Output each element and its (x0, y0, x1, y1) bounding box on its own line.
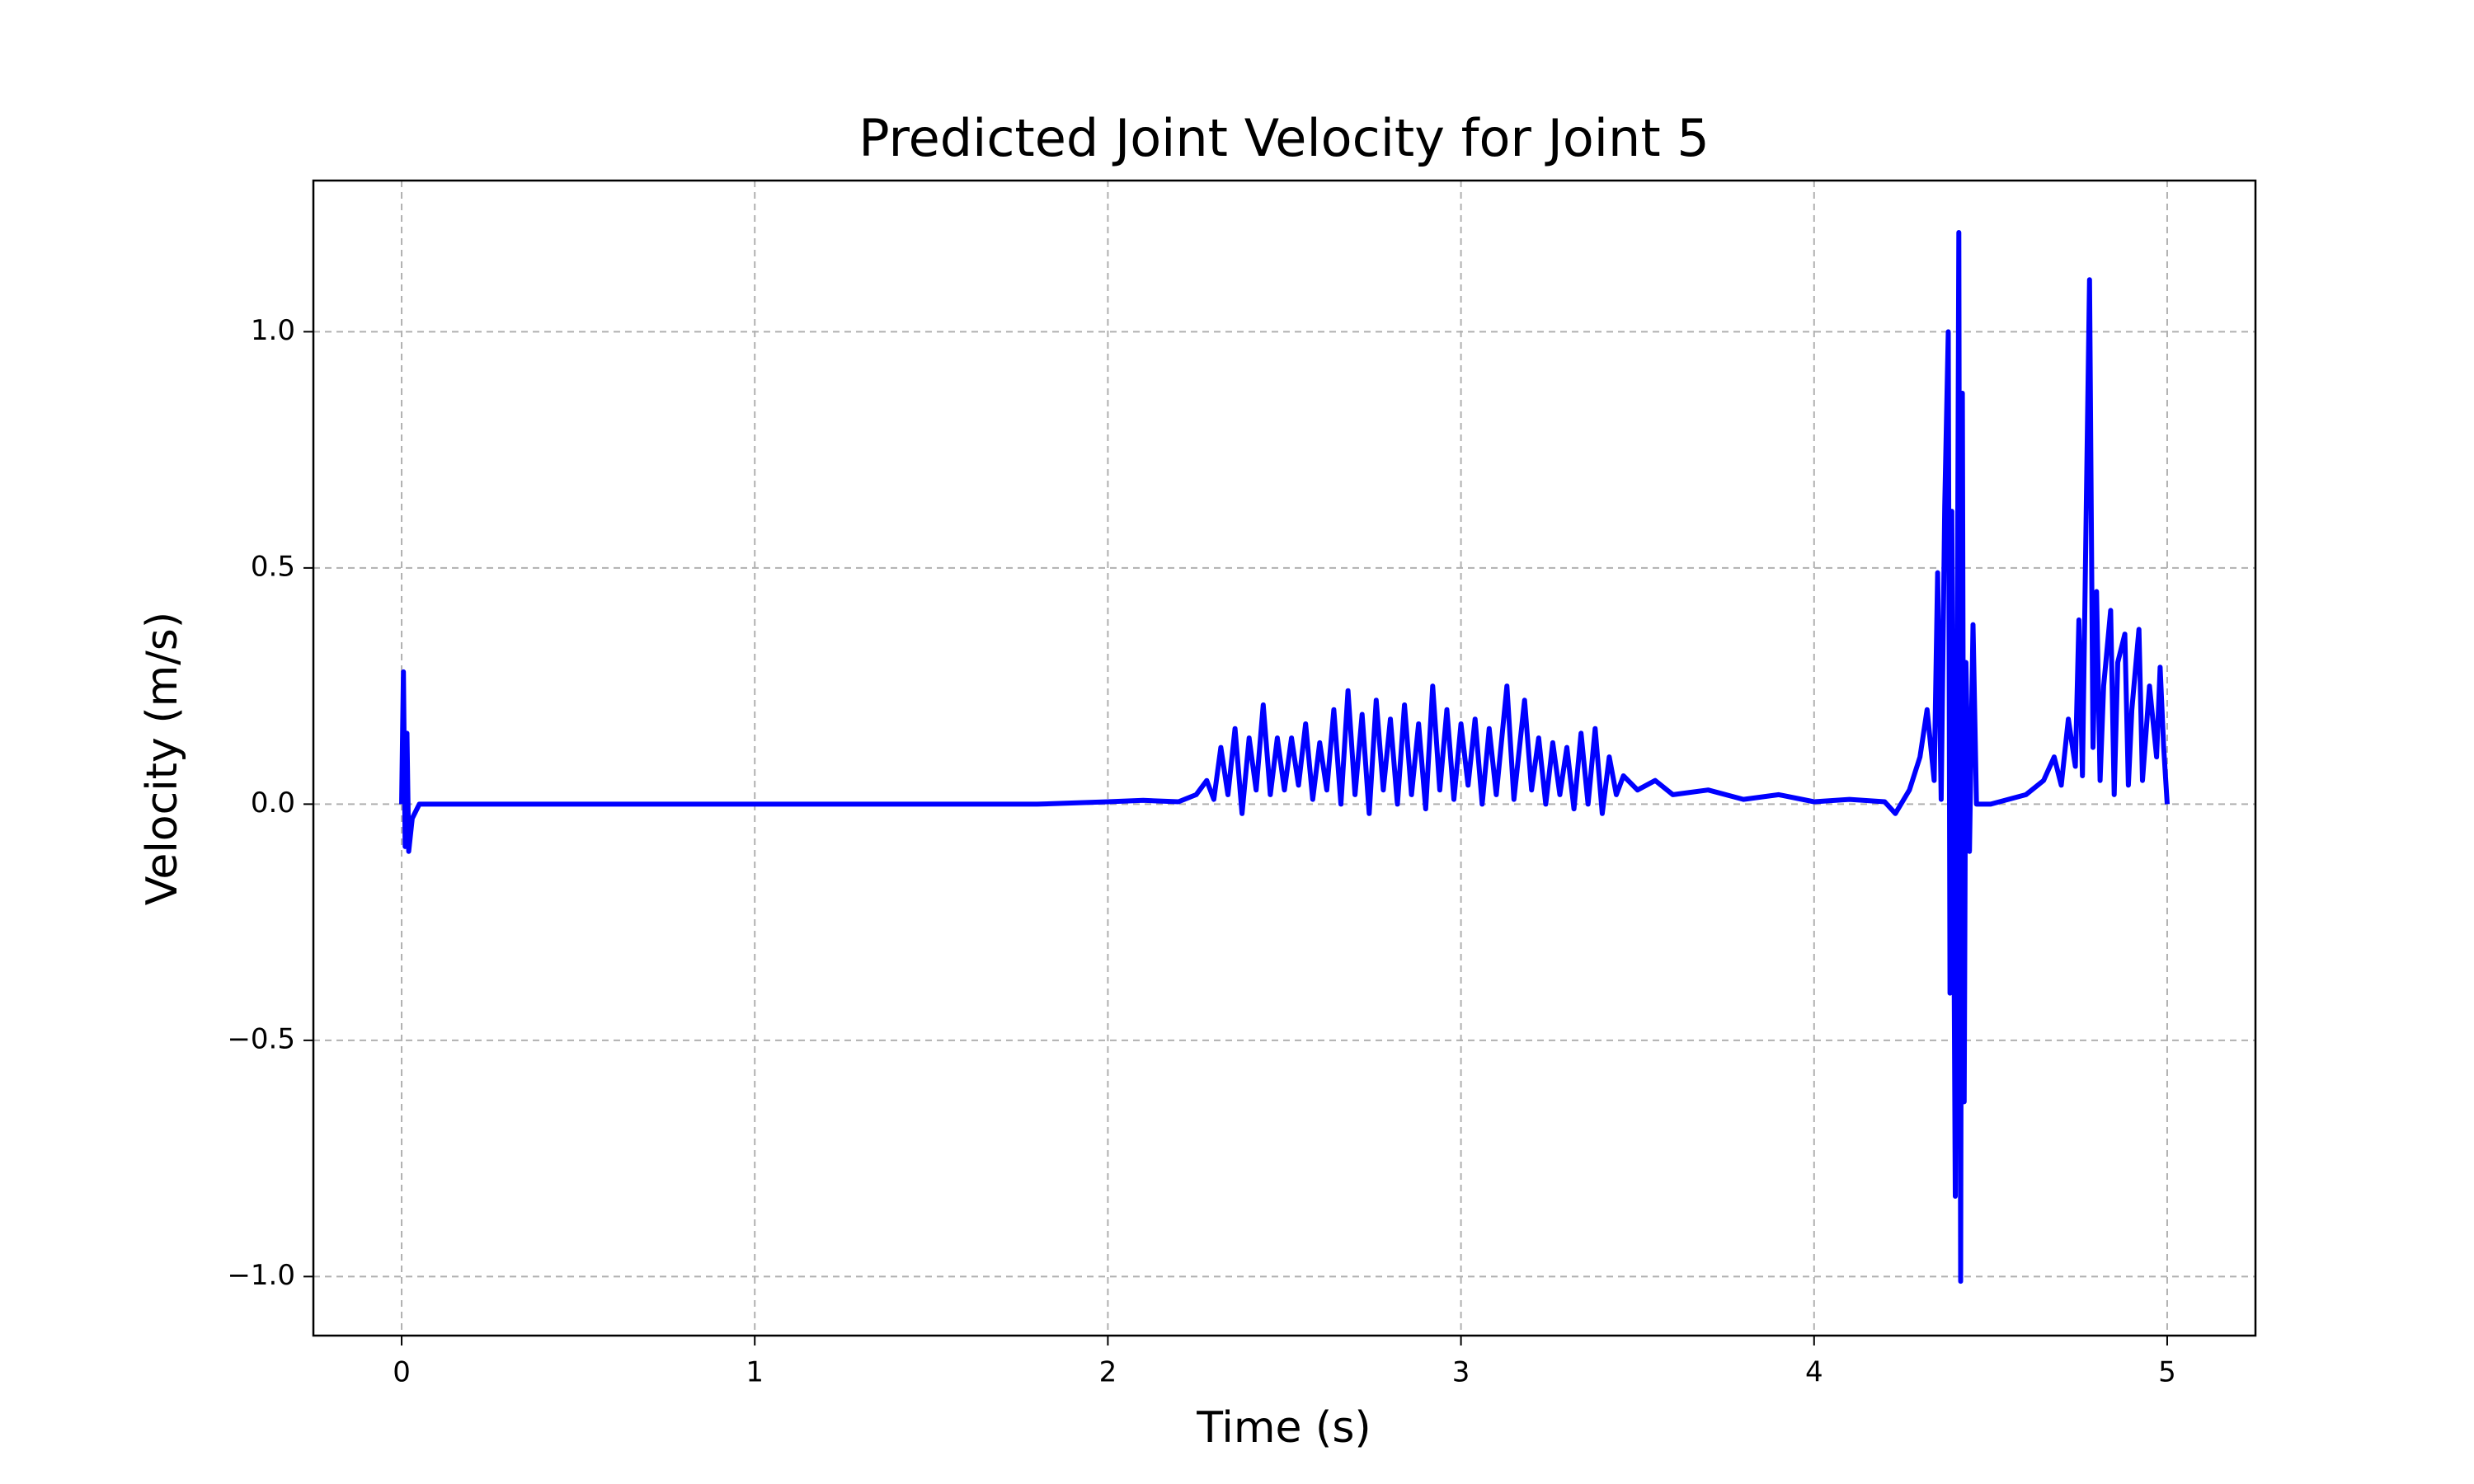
y-tick-label: −0.5 (227, 1022, 295, 1055)
x-tick-label: 3 (1452, 1356, 1470, 1389)
plot-frame (312, 179, 2257, 1337)
x-axis-label: Time (s) (1196, 1403, 1371, 1453)
y-tick-label: −1.0 (227, 1259, 295, 1292)
data-line (399, 230, 2170, 1284)
x-tick-label: 1 (745, 1356, 764, 1389)
y-tick-label: 0.0 (251, 787, 295, 819)
chart-title: Predicted Joint Velocity for Joint 5 (858, 108, 1710, 168)
x-tick-label: 5 (2158, 1356, 2176, 1389)
x-tick-label: 2 (1099, 1356, 1117, 1389)
y-tick-label: 0.5 (251, 550, 295, 583)
x-tick-label: 0 (393, 1356, 411, 1389)
x-tick-label: 4 (1805, 1356, 1823, 1389)
y-tick-label: 1.0 (251, 314, 295, 347)
y-axis-label: Velocity (m/s) (138, 612, 187, 905)
